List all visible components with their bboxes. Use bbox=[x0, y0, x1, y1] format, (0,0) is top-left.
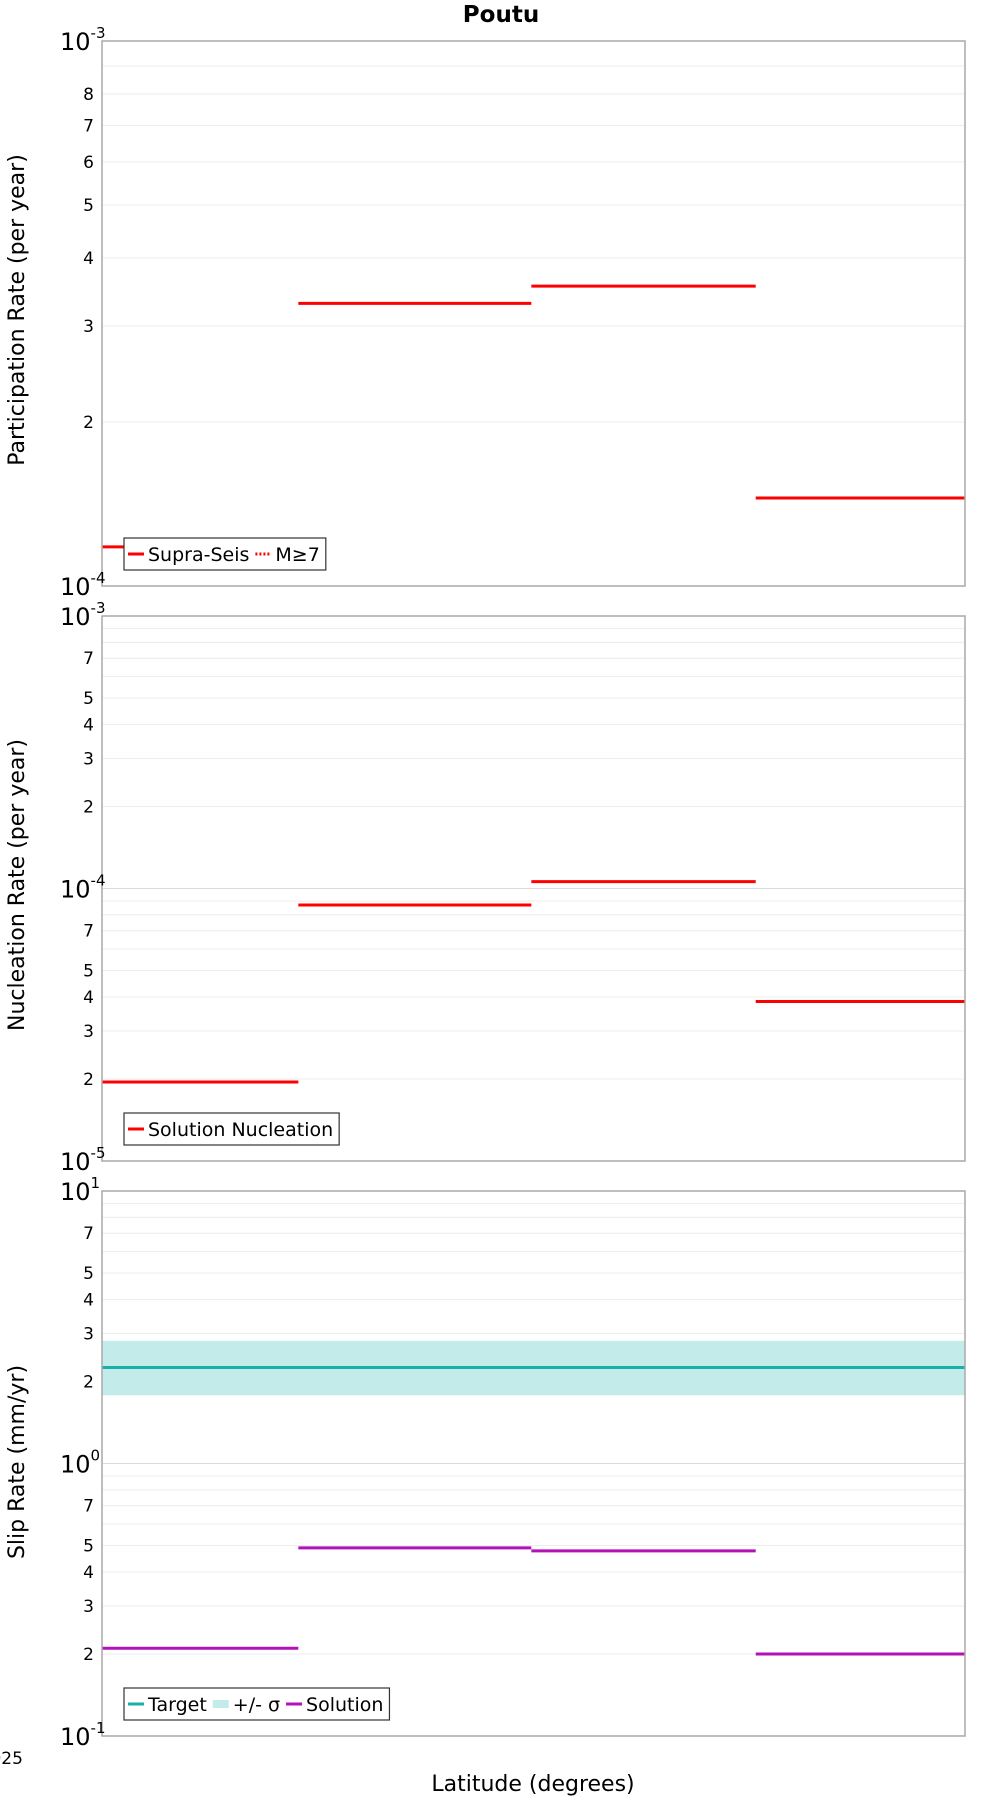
y-tick-label: 2 bbox=[83, 1645, 94, 1665]
y-axis-label-participation: Participation Rate (per year) bbox=[5, 154, 30, 466]
y-decade-label: 10-4 bbox=[60, 872, 106, 904]
y-decade-label: 101 bbox=[60, 1174, 100, 1206]
y-tick-label: 3 bbox=[83, 1022, 94, 1042]
y-tick-label: 3 bbox=[83, 317, 94, 337]
y-tick-label: 6 bbox=[83, 153, 94, 173]
y-tick-label: 7 bbox=[83, 1224, 94, 1244]
y-tick-label: 7 bbox=[83, 922, 94, 942]
y-tick-label: 5 bbox=[83, 1537, 94, 1557]
legend-label: Solution Nucleation bbox=[148, 1119, 333, 1141]
y-axis-label-slip-rate: Slip Rate (mm/yr) bbox=[5, 1365, 30, 1559]
legend-swatch bbox=[212, 1700, 229, 1708]
y-tick-label: 4 bbox=[83, 249, 94, 269]
y-tick-label: 4 bbox=[83, 1563, 94, 1583]
x-axis-label: Latitude (degrees) bbox=[431, 1772, 634, 1797]
y-tick-label: 7 bbox=[83, 1497, 94, 1517]
legend-label: Target bbox=[147, 1694, 207, 1716]
y-tick-label: 3 bbox=[83, 1324, 94, 1344]
legend-label: Solution bbox=[306, 1694, 383, 1716]
y-decade-label: 10-5 bbox=[60, 1144, 106, 1176]
y-tick-label: 5 bbox=[83, 196, 94, 216]
y-tick-label: 2 bbox=[83, 1372, 94, 1392]
legend-box bbox=[123, 1687, 391, 1721]
y-decade-label: 10-3 bbox=[60, 24, 106, 56]
plot-area bbox=[102, 41, 965, 586]
plot-frame bbox=[101, 615, 966, 1162]
y-tick-label: 4 bbox=[83, 715, 94, 735]
legend-label: +/- σ bbox=[233, 1694, 280, 1716]
y-tick-label: 8 bbox=[83, 85, 94, 105]
y-tick-label: 7 bbox=[83, 649, 94, 669]
y-tick-label: 2 bbox=[83, 1070, 94, 1090]
y-tick-label: 5 bbox=[83, 1264, 94, 1284]
y-tick-label: 5 bbox=[83, 689, 94, 709]
legend-label: Supra-Seis bbox=[148, 544, 249, 566]
plot-frame bbox=[101, 1190, 966, 1737]
legend-box bbox=[123, 537, 327, 571]
y-tick-label: 4 bbox=[83, 1290, 94, 1310]
y-decade-label: 10-4 bbox=[60, 569, 106, 601]
y-tick-label: 4 bbox=[83, 988, 94, 1008]
legend-box bbox=[123, 1112, 340, 1146]
legend-label: M≥7 bbox=[275, 544, 319, 566]
y-tick-label: 3 bbox=[83, 1597, 94, 1617]
legend: Solution Nucleation bbox=[123, 1112, 340, 1146]
chart-title: Poutu bbox=[463, 2, 539, 28]
y-axis-label-nucleation: Nucleation Rate (per year) bbox=[5, 739, 30, 1031]
y-decade-label: 100 bbox=[60, 1447, 100, 1479]
plot-frame bbox=[101, 40, 966, 587]
legend: Target +/- σ Solution bbox=[123, 1687, 391, 1721]
slip-rate-panel: 754327543210110010-1-39.025-39.050-39.07… bbox=[0, 1174, 966, 1769]
legend: Supra-Seis M≥7 bbox=[123, 537, 327, 571]
y-tick-label: 3 bbox=[83, 749, 94, 769]
y-tick-label: 5 bbox=[83, 962, 94, 982]
y-tick-label: 2 bbox=[83, 413, 94, 433]
nucleation-panel: 7 5 4 3 2 7 5 4 3 2 10-3 10-4 10-5 Solution Nucleatio… bbox=[60, 599, 966, 1176]
y-decade-label: 10-3 bbox=[60, 599, 106, 631]
participation-panel: 8 7 6 5 4 3 2 10-3 10-4 Supra-Seis M≥7 bbox=[60, 24, 966, 601]
y-tick-label: 2 bbox=[83, 797, 94, 817]
x-tick-label: -39.025 bbox=[0, 1749, 23, 1769]
y-tick-label: 7 bbox=[83, 116, 94, 136]
y-decade-label: 10-1 bbox=[60, 1719, 106, 1751]
